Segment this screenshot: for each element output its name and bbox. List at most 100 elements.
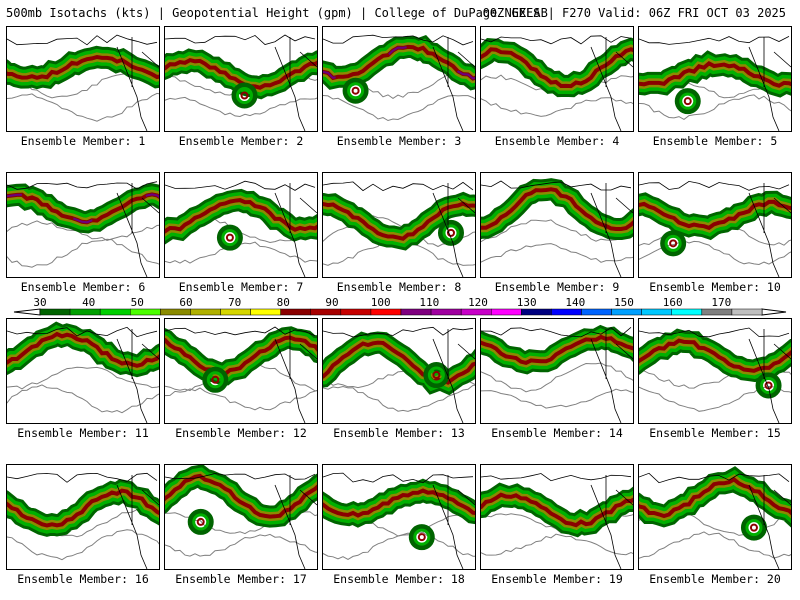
coastline: [165, 180, 317, 277]
colorbar-swatch: [280, 308, 312, 316]
coastline: [323, 181, 475, 277]
cutoff-low: [216, 224, 243, 251]
jet-band: [7, 488, 159, 528]
colorbar-swatch: [99, 308, 131, 316]
jet-band: [639, 199, 791, 231]
cutoff-low: [669, 239, 678, 248]
colorbar-tick-label: 170: [711, 296, 731, 309]
cutoff-low: [202, 366, 229, 393]
ensemble-member-label: Ensemble Member: 17: [175, 572, 307, 586]
colorbar-swatch: [190, 308, 221, 316]
ensemble-panel-6: [6, 172, 160, 278]
cutoff-low: [236, 86, 254, 104]
cutoff-low: [211, 375, 220, 384]
cutoff-low: [408, 524, 435, 551]
height-contour: [481, 388, 633, 409]
coastline: [323, 472, 475, 569]
colorbar-swatch: [310, 308, 342, 316]
height-contour: [639, 94, 791, 120]
isotach-map: [165, 465, 317, 569]
cutoff-low: [342, 77, 369, 104]
cutoff-low: [745, 519, 763, 537]
height-contour: [481, 243, 633, 263]
ensemble-panel-20: [638, 464, 792, 570]
ensemble-panel-2: [164, 26, 318, 132]
isotach-map: [165, 34, 317, 131]
jet-band: [481, 334, 633, 366]
height-contour: [165, 241, 317, 264]
ensemble-panel-1: [6, 26, 160, 132]
coastline: [7, 34, 159, 131]
height-contour: [639, 531, 791, 559]
ensemble-panel-19: [480, 464, 634, 570]
jet-core: [323, 45, 475, 80]
jet-band: [165, 473, 317, 519]
ensemble-member-label: Ensemble Member: 20: [649, 572, 781, 586]
coastline: [7, 472, 159, 569]
jet-band: [639, 61, 791, 88]
ensemble-member-label: Ensemble Member: 10: [649, 280, 781, 294]
jet-band: [639, 476, 791, 519]
cutoff-low: [432, 371, 441, 380]
isotach-map: [7, 472, 159, 569]
colorbar-left-arrow: [13, 308, 41, 316]
ensemble-panel-18: [322, 464, 476, 570]
cutoff-low: [225, 233, 234, 242]
height-contour: [165, 533, 317, 557]
coastline: [7, 181, 159, 277]
colorbar-tick-label: 40: [82, 296, 95, 309]
title-left: 500mb Isotachs (kts) | Geopotential Heig…: [6, 6, 548, 20]
coastline: [165, 34, 317, 131]
ensemble-member-label: Ensemble Member: 15: [649, 426, 781, 440]
coastline: [165, 473, 317, 569]
height-contour: [481, 97, 633, 117]
jet-band: [7, 54, 159, 80]
cutoff-low: [187, 508, 214, 535]
ensemble-panel-13: [322, 318, 476, 424]
colorbar-tick-label: 50: [131, 296, 144, 309]
coastline: [165, 326, 317, 423]
cutoff-low: [240, 91, 249, 100]
isotach-map: [165, 326, 317, 423]
isotach-map: [323, 181, 475, 277]
isotach-map: [639, 466, 791, 569]
colorbar-swatch: [460, 308, 492, 316]
jet-band: [165, 198, 317, 234]
cutoff-low: [206, 371, 224, 389]
colorbar-swatch: [671, 308, 703, 316]
ensemble-member-label: Ensemble Member: 4: [494, 134, 620, 148]
cutoff-low: [437, 219, 464, 246]
colorbar-swatch: [551, 308, 582, 316]
coastline: [481, 473, 633, 569]
title-right: 00Z GEFS | F270 Valid: 06Z FRI OCT 03 20…: [482, 6, 786, 20]
height-contour: [7, 238, 159, 268]
ensemble-panel-12: [164, 318, 318, 424]
ensemble-panel-16: [6, 464, 160, 570]
colorbar-tick-label: 80: [277, 296, 290, 309]
height-contour: [7, 529, 159, 561]
ensemble-panel-14: [480, 318, 634, 424]
cutoff-low: [755, 372, 782, 399]
height-contour: [323, 384, 475, 412]
cutoff-low: [351, 86, 360, 95]
height-contour: [323, 531, 475, 560]
coastline: [639, 327, 791, 423]
colorbar-tick-label: 30: [33, 296, 46, 309]
jet-band: [481, 187, 633, 231]
height-contour: [639, 385, 791, 412]
isotach-map: [481, 324, 633, 423]
height-contour: [7, 366, 159, 390]
cutoff-low: [231, 82, 258, 109]
colorbar-swatch: [491, 308, 522, 316]
coastline: [323, 34, 475, 131]
colorbar-tick-label: 150: [614, 296, 634, 309]
cutoff-low: [413, 528, 431, 546]
isotach-map: [7, 321, 159, 423]
height-contour: [7, 92, 159, 122]
height-contour: [165, 387, 317, 411]
colorbar-tick-label: 130: [517, 296, 537, 309]
colorbar-swatch: [701, 308, 733, 316]
map-title: 500mb Isotachs (kts) | Geopotential Heig…: [6, 4, 794, 22]
colorbar-swatch: [220, 308, 251, 316]
ensemble-panel-9: [480, 172, 634, 278]
